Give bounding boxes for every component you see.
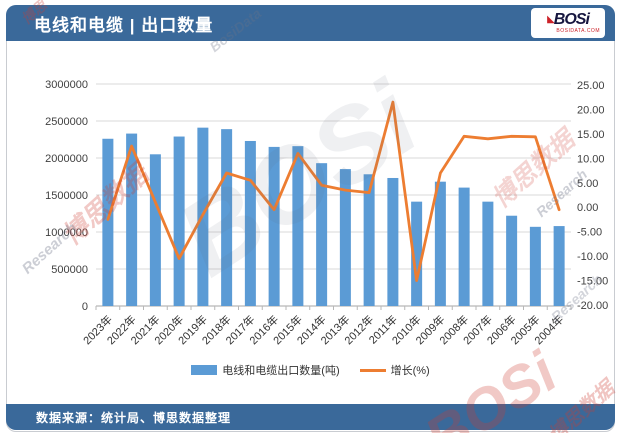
bar-2015年 xyxy=(292,146,304,306)
bar-2023年 xyxy=(102,138,114,306)
bar-2021年 xyxy=(149,154,161,306)
bar-2016年 xyxy=(268,146,280,306)
legend-item-exports: 电线和电缆出口数量(吨) xyxy=(191,362,340,378)
right-axis-label: 0.00 xyxy=(577,202,598,214)
left-axis-label: 2000000 xyxy=(45,153,88,165)
bar-2012年 xyxy=(363,174,375,306)
legend-label-exports: 电线和电缆出口数量(吨) xyxy=(222,365,340,377)
bar-2014年 xyxy=(316,163,328,306)
line-series-swatch xyxy=(359,368,386,372)
right-axis-label: -10.00 xyxy=(577,251,608,263)
legend-label-growth: 增长(%) xyxy=(390,365,430,377)
right-axis-label: 15.00 xyxy=(577,129,605,141)
bar-2007年 xyxy=(482,201,494,306)
bar-2020年 xyxy=(173,136,185,306)
growth-line xyxy=(106,100,561,283)
bar-2013年 xyxy=(339,169,351,306)
left-axis-label: 0 xyxy=(82,301,88,313)
bar-2009年 xyxy=(434,181,446,306)
left-axis-label: 1500000 xyxy=(45,190,88,202)
bar-2005年 xyxy=(529,226,541,306)
bar-2018年 xyxy=(221,129,233,306)
page-title: 电线和电缆 | 出口数量 xyxy=(34,15,214,35)
bar-2010年 xyxy=(411,201,423,306)
right-axis-label: -15.00 xyxy=(577,276,608,288)
left-axis-label: 1000000 xyxy=(45,227,88,239)
right-axis-label: -20.00 xyxy=(577,300,608,312)
chart-footer: 数据来源：统计局、博思数据整理 xyxy=(6,404,615,430)
left-axis-label: 2500000 xyxy=(45,116,88,128)
left-axis-label: 3000000 xyxy=(45,79,88,91)
bar-2004年 xyxy=(553,226,565,306)
right-axis-label: 10.00 xyxy=(577,153,605,165)
bar-2011年 xyxy=(387,177,399,306)
right-axis-label: 5.00 xyxy=(577,178,598,190)
right-axis-label: 25.00 xyxy=(577,80,605,92)
chart-legend: 电线和电缆出口数量(吨) 增长(%) xyxy=(0,362,621,378)
right-axis-label: -5.00 xyxy=(577,227,602,239)
legend-item-growth: 增长(%) xyxy=(359,362,430,378)
data-source-note: 数据来源：统计局、博思数据整理 xyxy=(36,410,232,425)
bar-2008年 xyxy=(458,187,470,306)
chart-header: 电线和电缆 | 出口数量 ◣BOSi BOSIDATA.COM xyxy=(6,5,615,41)
bar-2022年 xyxy=(126,133,138,306)
logo-triangle-icon: ◣ xyxy=(547,14,555,25)
bar-2006年 xyxy=(506,215,518,306)
left-axis-label: 500000 xyxy=(51,264,88,276)
bar-2017年 xyxy=(244,140,256,306)
bosi-logo: ◣BOSi BOSIDATA.COM xyxy=(531,8,605,38)
bosi-logo-domain: BOSIDATA.COM xyxy=(556,28,600,34)
right-axis-label: 20.00 xyxy=(577,104,605,116)
bar-series-swatch xyxy=(191,365,218,375)
bosi-logo-text: ◣BOSi xyxy=(547,11,590,28)
